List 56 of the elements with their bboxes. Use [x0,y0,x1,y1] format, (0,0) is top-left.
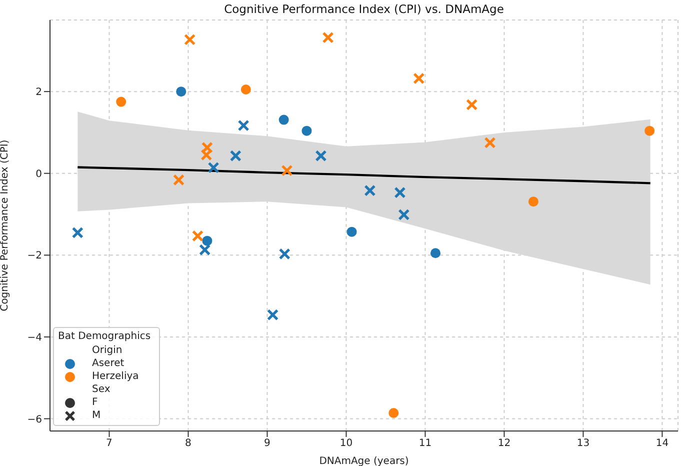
point [302,126,312,136]
y-tick-label: 2 [36,87,42,98]
y-tick-label: −4 [27,332,42,344]
x-tick-label: 9 [264,438,270,450]
point [278,114,289,125]
point [72,226,84,238]
y-tick-label: −6 [27,414,42,426]
point [315,150,327,162]
annotation: F [92,397,98,408]
point [208,162,220,174]
point [192,230,204,242]
y-tick-label: 0 [36,168,42,180]
point [199,244,211,256]
point [364,184,376,196]
annotation: Origin [92,345,122,356]
point [394,186,406,198]
point [528,196,538,207]
point [430,248,440,258]
point [202,236,212,246]
point [644,126,655,136]
point [184,34,196,46]
legend-label: Aseret [92,358,124,369]
annotation: Sex [92,384,110,395]
legend-title: Bat Demographics [58,331,151,344]
point [172,174,185,186]
y-tick-label: −2 [27,250,42,262]
point [240,84,251,95]
point [281,164,293,176]
point [278,248,290,260]
chart-title: Cognitive Performance Index (CPI) vs. DNAmAge [223,2,505,16]
point [266,309,279,321]
legend-label: Herzeliya [92,371,139,382]
point [413,72,425,84]
x-tick-label: 11 [418,438,432,450]
x-tick-label: 12 [498,438,511,450]
x-tick-label: 8 [185,438,192,450]
point [201,142,213,154]
point [466,98,478,110]
x-tick-label: 14 [656,438,669,450]
annotation: M [92,410,101,421]
x-tick-label: 7 [106,438,112,450]
point [388,408,399,418]
point [176,86,186,97]
point [116,96,126,107]
point [346,226,357,237]
x-tick-label: 13 [576,438,590,450]
point [230,150,242,162]
point [200,149,212,161]
point [398,208,410,220]
point [322,32,334,44]
line-series [76,166,652,184]
point [484,136,496,148]
y-axis-title: Cognitive Performance Index (CPI) [0,140,11,312]
x-tick-label: 10 [340,438,353,450]
point [238,120,250,132]
x-axis-title: DNAmAge (years) [319,456,409,466]
